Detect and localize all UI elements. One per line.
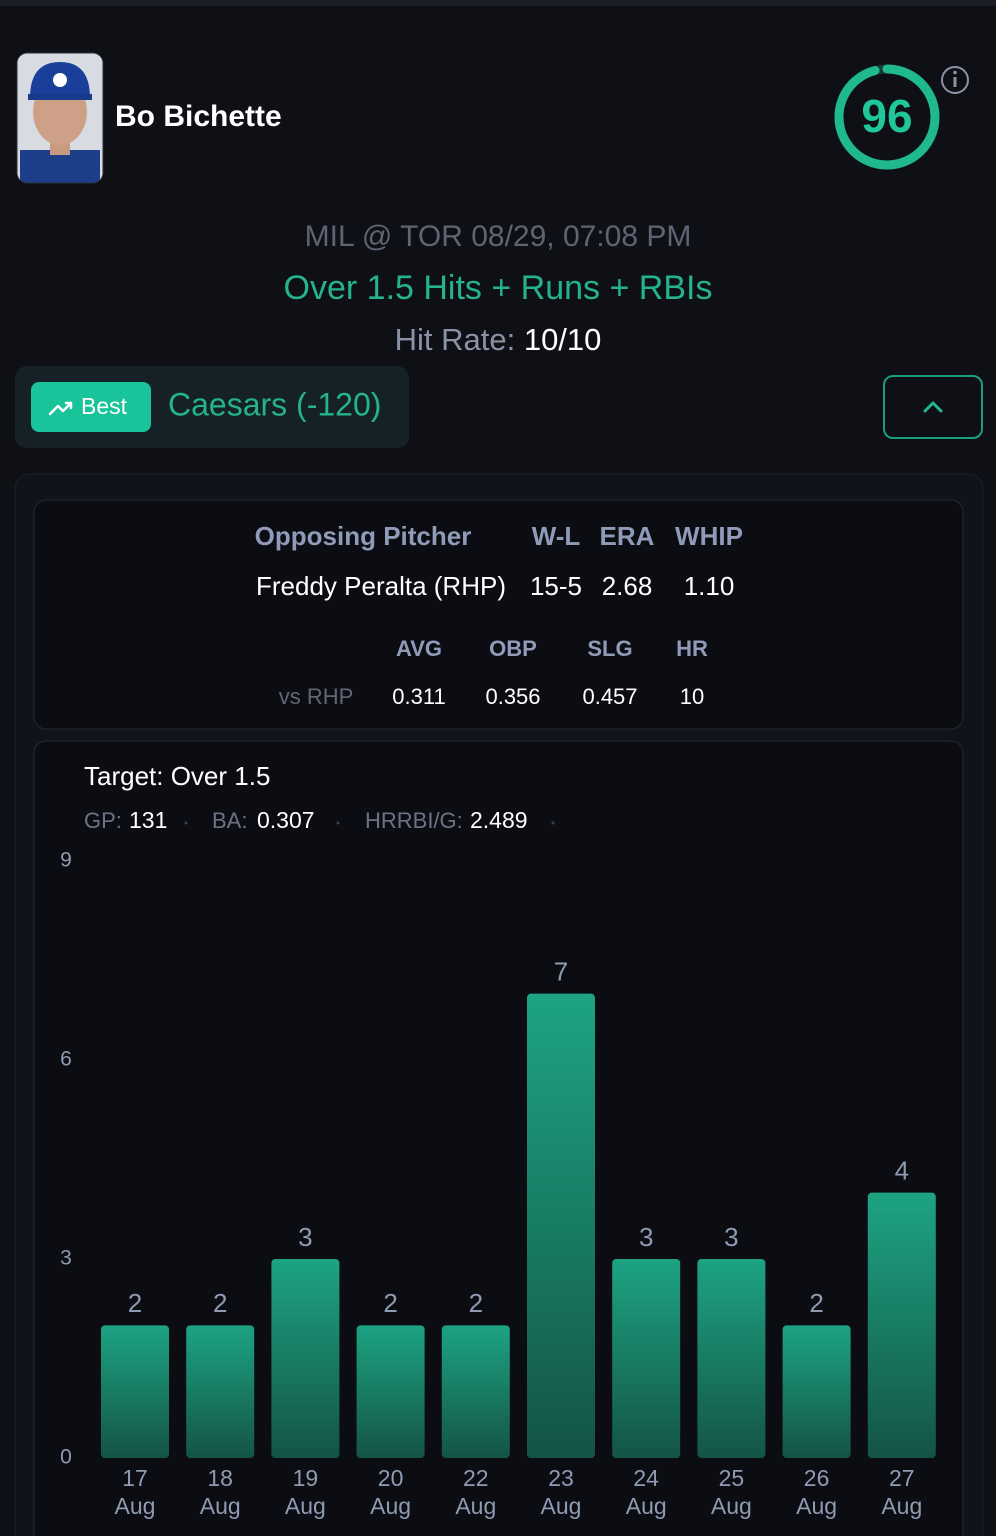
pitcher-cell: 15-5 bbox=[530, 571, 582, 601]
x-tick-label: 24 Aug bbox=[625, 1465, 667, 1519]
x-tick-label: 22 Aug bbox=[455, 1465, 497, 1519]
pitcher-cell: 1.10 bbox=[684, 571, 735, 601]
collapse-button[interactable] bbox=[883, 375, 983, 439]
separator-dot bbox=[184, 821, 188, 825]
game-info: MIL @ TOR 08/29, 07:08 PM bbox=[305, 220, 692, 253]
bar bbox=[612, 1259, 681, 1458]
x-tick-label: 20 Aug bbox=[370, 1465, 412, 1519]
chart-title: Target: Over 1.5 bbox=[84, 761, 270, 791]
y-tick-label: 6 bbox=[60, 1048, 72, 1071]
bar bbox=[697, 1259, 766, 1458]
value-label: 2 bbox=[213, 1288, 227, 1318]
summary-label: BA: bbox=[212, 808, 247, 833]
split-cell: 0.311 bbox=[392, 684, 445, 709]
player-name: Bo Bichette bbox=[115, 100, 282, 133]
player-photo bbox=[17, 53, 103, 183]
photo-frame bbox=[16, 52, 104, 184]
separator-dot bbox=[551, 821, 555, 825]
y-tick-label: 3 bbox=[60, 1247, 72, 1270]
value-label: 2 bbox=[128, 1288, 142, 1318]
score-value: 96 bbox=[861, 90, 912, 142]
bar bbox=[186, 1325, 255, 1458]
split-header: AVG bbox=[396, 636, 442, 661]
pitcher-table: Opposing Pitcher W-L ERA WHIP Freddy Peralta… bbox=[255, 521, 743, 709]
x-tick-label: 18 Aug bbox=[199, 1465, 241, 1519]
pitcher-cell: Freddy Peralta (RHP) bbox=[256, 571, 506, 601]
best-badge[interactable]: Best bbox=[31, 382, 151, 432]
x-tick-label: 17 Aug bbox=[114, 1465, 156, 1519]
value-label: 2 bbox=[469, 1288, 483, 1318]
prop-line: Over 1.5 Hits + Runs + RBIs bbox=[284, 269, 713, 307]
best-book: Caesars (-120) bbox=[168, 386, 381, 422]
value-label: 3 bbox=[639, 1222, 653, 1252]
x-tick-label: 26 Aug bbox=[796, 1465, 838, 1519]
hit-rate-label: Hit Rate: bbox=[395, 322, 516, 357]
info-icon[interactable] bbox=[941, 66, 969, 94]
top-edge bbox=[0, 0, 996, 6]
hit-rate-value: 10/10 bbox=[524, 322, 602, 357]
pitcher-card bbox=[33, 499, 964, 730]
split-cell: 10 bbox=[680, 684, 704, 709]
value-label: 4 bbox=[895, 1156, 909, 1186]
split-header: OBP bbox=[489, 636, 537, 661]
pitcher-header: W-L bbox=[532, 521, 581, 551]
value-label: 3 bbox=[724, 1222, 738, 1252]
value-label: 3 bbox=[298, 1222, 312, 1252]
summary-value: 2.489 bbox=[470, 807, 528, 833]
pitcher-header: ERA bbox=[600, 521, 655, 551]
pitcher-cell: 2.68 bbox=[602, 571, 653, 601]
bar bbox=[271, 1259, 340, 1458]
best-badge-text: Best bbox=[81, 393, 128, 419]
summary-label: HRRBI/G: bbox=[365, 808, 463, 833]
separator-dot bbox=[336, 821, 340, 825]
split-cell: 0.457 bbox=[582, 684, 637, 709]
value-label: 2 bbox=[383, 1288, 397, 1318]
summary-label: GP: bbox=[84, 808, 122, 833]
score-ring bbox=[834, 64, 940, 170]
pitcher-header: Opposing Pitcher bbox=[255, 521, 472, 551]
split-row-label: vs RHP bbox=[279, 684, 354, 709]
summary-value: 131 bbox=[129, 807, 167, 833]
bar bbox=[356, 1325, 425, 1458]
x-tick-label: 25 Aug bbox=[710, 1465, 752, 1519]
x-tick-label: 19 Aug bbox=[284, 1465, 326, 1519]
summary: GP: 131 BA: 0.307 HRRBI/G: 2.489 bbox=[84, 807, 555, 833]
y-tick-label: 0 bbox=[60, 1446, 72, 1469]
value-label: 2 bbox=[809, 1288, 823, 1318]
value-label: 7 bbox=[554, 957, 568, 987]
chart: 0 3 6 9 2 2 3 2 2 7 3 3 2 4 bbox=[60, 849, 936, 1469]
bar bbox=[782, 1325, 851, 1458]
split-header: SLG bbox=[587, 636, 632, 661]
bar bbox=[867, 1192, 936, 1458]
x-tick-label: 27 Aug bbox=[881, 1465, 923, 1519]
summary-value: 0.307 bbox=[257, 807, 315, 833]
split-cell: 0.356 bbox=[485, 684, 540, 709]
split-header: HR bbox=[676, 636, 708, 661]
hit-rate: Hit Rate: 10/10 bbox=[395, 322, 602, 357]
y-tick-label: 9 bbox=[60, 849, 72, 872]
pitcher-header: WHIP bbox=[675, 521, 743, 551]
bar bbox=[527, 993, 595, 1458]
bar bbox=[101, 1325, 169, 1458]
bar bbox=[441, 1325, 510, 1458]
x-tick-label: 23 Aug bbox=[540, 1465, 582, 1519]
